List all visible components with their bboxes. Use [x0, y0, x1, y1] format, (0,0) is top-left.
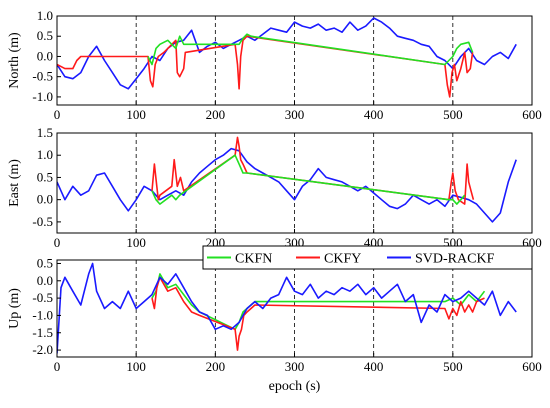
series-line-svd-rackf: [57, 147, 517, 223]
legend-box: [202, 245, 533, 270]
y-tick-label: -1.0: [32, 89, 53, 104]
x-tick-label: 100: [126, 235, 146, 250]
x-tick-label: 0: [54, 359, 61, 374]
panel-1: -1.0 -0.5 0.0 0.5 1.0 0 100 200 300 400 500 600 Nort…: [7, 8, 542, 122]
y-axis-label: Up (m): [7, 288, 22, 329]
x-tick-label: 300: [285, 359, 305, 374]
panel-2: -0.50.00.51.01.50 100 200 300 400 500 600East …: [7, 125, 542, 250]
x-tick-label: 600: [522, 107, 542, 122]
y-tick-label: -0.5: [32, 214, 53, 229]
x-tick-label: 200: [206, 359, 226, 374]
y-axis-label: East (m): [7, 159, 22, 207]
series-line-ckfn: [147, 33, 474, 66]
legend-label-svd-rackf: SVD-RACKF: [415, 252, 495, 267]
series-line-ckfn: [151, 273, 486, 331]
x-tick-label: 0: [54, 107, 61, 122]
y-tick-label: 0.5: [37, 28, 53, 43]
series-line-ckfn: [151, 154, 466, 205]
y-tick-label: 0.0: [37, 192, 53, 207]
y-tick-label: 1.0: [37, 8, 53, 23]
x-tick-label: 600: [522, 359, 542, 374]
y-tick-label: -0.5: [32, 69, 53, 84]
x-tick-label: 100: [126, 107, 146, 122]
series-line-svd-rackf: [57, 17, 517, 90]
x-tick-label: 400: [364, 359, 384, 374]
y-tick-label: -1.5: [32, 325, 53, 340]
y-tick-label: 0.5: [37, 169, 53, 184]
y-tick-label: 0.5: [37, 255, 53, 270]
x-tick-label: 100: [126, 359, 146, 374]
legend: CKFN CKFY SVD-RACKF: [202, 245, 533, 270]
y-tick-label: -0.5: [32, 290, 53, 305]
x-tick-label: 500: [443, 107, 463, 122]
x-tick-label: 0: [54, 235, 61, 250]
y-tick-label: 0.0: [37, 48, 53, 63]
y-tick-label: 0.0: [37, 273, 53, 288]
y-tick-label: -2.0: [32, 342, 53, 357]
y-axis-label: North (m): [7, 32, 22, 89]
y-tick-label: -1.0: [32, 307, 53, 322]
legend-label-ckfy: CKFY: [324, 252, 361, 267]
x-tick-label: 500: [443, 359, 463, 374]
series-line-ckfy: [57, 35, 474, 98]
panel-3: -2.0 -1.5 -1.0 -0.5 0.0 0.5 0 100 200 300 400 500 60…: [7, 255, 542, 374]
x-axis-label: epoch (s): [269, 379, 321, 394]
x-tick-label: 400: [364, 107, 384, 122]
series-line-ckfy: [151, 136, 475, 205]
legend-label-ckfn: CKFN: [235, 252, 272, 267]
x-tick-label: 300: [285, 107, 305, 122]
x-tick-label: 200: [206, 107, 226, 122]
y-tick-label: 1.5: [37, 125, 53, 140]
series-line-svd-rackf: [57, 262, 517, 354]
y-tick-label: 1.0: [37, 147, 53, 162]
panels: -1.0 -0.5 0.0 0.5 1.0 0 100 200 300 400 500 600 Nort…: [7, 8, 542, 374]
